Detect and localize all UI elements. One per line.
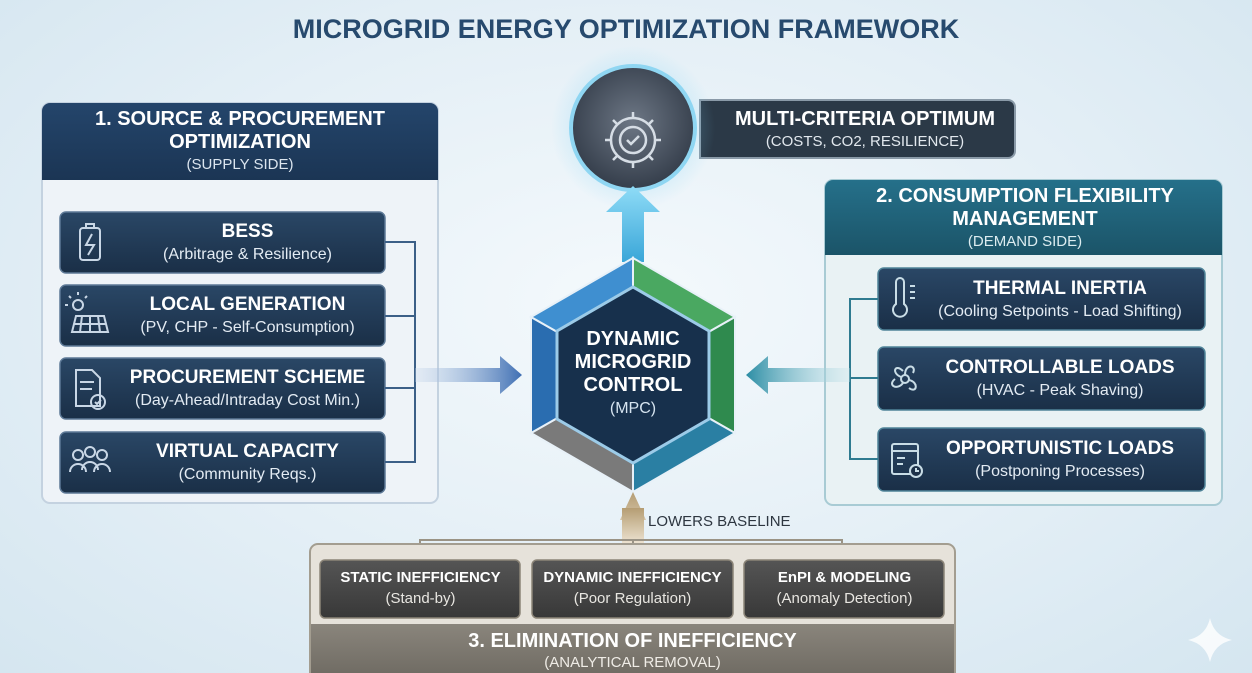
- inefficiency-item-subtitle: (Stand-by): [320, 590, 521, 607]
- demand-item-title: CONTROLLABLE LOADS: [915, 357, 1205, 379]
- demand-item-subtitle: (Cooling Setpoints - Load Shifting): [915, 303, 1205, 321]
- supply-item-subtitle: (Day-Ahead/Intraday Cost Min.): [110, 392, 385, 410]
- inefficiency-item-title: DYNAMIC INEFFICIENCY: [532, 569, 733, 586]
- demand-item-subtitle: (HVAC - Peak Shaving): [915, 382, 1205, 400]
- inefficiency-item-subtitle: (Anomaly Detection): [744, 590, 945, 607]
- supply-item-subtitle: (Community Reqs.): [110, 466, 385, 484]
- supply-item-title: LOCAL GENERATION: [110, 294, 385, 316]
- supply-item-title: VIRTUAL CAPACITY: [110, 441, 385, 463]
- inefficiency-item-subtitle: (Poor Regulation): [532, 590, 733, 607]
- center-title: DYNAMIC MICROGRID CONTROL: [568, 328, 698, 397]
- supply-item-title: BESS: [110, 221, 385, 243]
- diagram: MICROGRID ENERGY OPTIMIZATION FRAMEWORK M…: [0, 0, 1252, 673]
- inefficiency-item-title: EnPI & MODELING: [744, 569, 945, 586]
- supply-title: 1. SOURCE & PROCUREMENT OPTIMIZATION: [60, 108, 420, 154]
- inefficiency-item-title: STATIC INEFFICIENCY: [320, 569, 521, 586]
- inefficiency-subtitle: (ANALYTICAL REMOVAL): [310, 654, 955, 671]
- demand-item-title: OPPORTUNISTIC LOADS: [915, 438, 1205, 460]
- demand-subtitle: (DEMAND SIDE): [840, 233, 1210, 250]
- center-subtitle: (MPC): [568, 400, 698, 418]
- supply-item-title: PROCUREMENT SCHEME: [110, 367, 385, 389]
- supply-subtitle: (SUPPLY SIDE): [60, 156, 420, 173]
- link-label: LOWERS BASELINE: [648, 513, 808, 530]
- page-title: MICROGRID ENERGY OPTIMIZATION FRAMEWORK: [0, 14, 1252, 45]
- optimum-title: MULTI-CRITERIA OPTIMUM: [715, 108, 1015, 131]
- inefficiency-title: 3. ELIMINATION OF INEFFICIENCY: [310, 630, 955, 653]
- demand-item-subtitle: (Postponing Processes): [915, 463, 1205, 481]
- demand-item-title: THERMAL INERTIA: [915, 278, 1205, 300]
- demand-title: 2. CONSUMPTION FLEXIBILITY MANAGEMENT: [840, 185, 1210, 231]
- supply-item-subtitle: (PV, CHP - Self-Consumption): [110, 319, 385, 337]
- sparkle: [1188, 618, 1232, 662]
- supply-item-subtitle: (Arbitrage & Resilience): [110, 246, 385, 264]
- optimum-subtitle: (COSTS, CO2, RESILIENCE): [715, 133, 1015, 150]
